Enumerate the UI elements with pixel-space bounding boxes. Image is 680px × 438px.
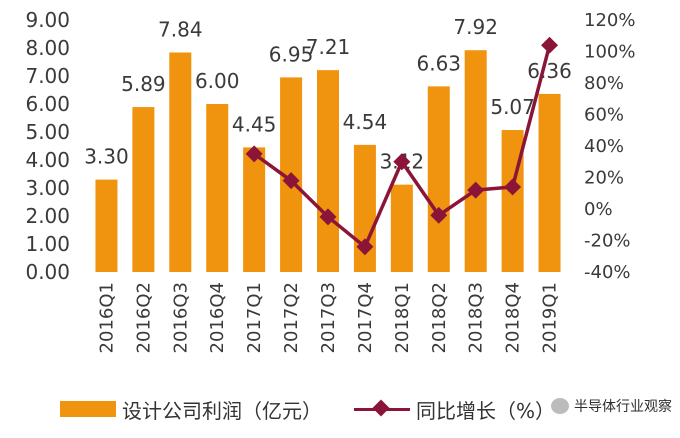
growth-point xyxy=(393,153,411,171)
legend: 设计公司利润（亿元） 同比增长（%） xyxy=(60,394,555,424)
category-label: 2017Q3 xyxy=(318,282,339,353)
legend-bar-swatch xyxy=(60,401,116,417)
category-label: 2016Q2 xyxy=(133,282,154,353)
category-label: 2016Q4 xyxy=(207,282,228,353)
left-axis-ticks: 0.00 1.00 2.00 3.00 4.00 5.00 6.00 7.00 8.00 9.00 xyxy=(25,8,70,284)
category-axis-labels: 2016Q1 2016Q2 2016Q3 2016Q4 2017Q1 2017Q2 2017… xyxy=(96,282,560,353)
left-tick-label: 1.00 xyxy=(25,232,70,256)
growth-point xyxy=(541,36,559,54)
category-label: 2017Q1 xyxy=(244,282,265,353)
legend-line-marker xyxy=(354,399,410,417)
right-tick-label: 0% xyxy=(584,199,613,220)
watermark-text: 半导体行业观察 xyxy=(574,399,672,415)
category-label: 2018Q4 xyxy=(503,282,524,353)
left-tick-label: 9.00 xyxy=(25,8,70,32)
category-label: 2018Q1 xyxy=(392,282,413,353)
bar-series xyxy=(95,50,561,273)
bar xyxy=(427,86,450,272)
bar-data-label: 6.95 xyxy=(269,42,314,66)
growth-line-series xyxy=(245,36,559,256)
right-tick-label: 120% xyxy=(584,10,635,31)
right-axis-ticks: -40% -20% 0% 20% 40% 60% 80% 100% 120% xyxy=(584,10,635,283)
right-tick-label: 60% xyxy=(584,105,624,126)
bar-data-label: 5.89 xyxy=(121,72,166,96)
right-tick-label: 40% xyxy=(584,136,624,157)
category-label: 2017Q4 xyxy=(355,282,376,353)
left-tick-label: 8.00 xyxy=(25,36,70,60)
bar-data-label: 7.21 xyxy=(306,35,351,59)
growth-point xyxy=(467,181,485,199)
bar xyxy=(169,52,192,273)
bar-data-label: 4.54 xyxy=(343,110,388,134)
growth-point xyxy=(282,172,300,190)
category-label: 2016Q1 xyxy=(96,282,117,353)
bar xyxy=(464,50,487,272)
bar xyxy=(95,179,118,272)
growth-point xyxy=(430,206,448,224)
right-tick-label: 20% xyxy=(584,168,624,189)
right-tick-label: 80% xyxy=(584,73,624,94)
left-tick-label: 5.00 xyxy=(25,120,70,144)
category-label: 2018Q3 xyxy=(466,282,487,353)
bar-data-label: 7.92 xyxy=(453,15,498,39)
right-tick-label: 100% xyxy=(584,42,635,63)
category-label: 2018Q2 xyxy=(429,282,450,353)
bar-data-label: 7.84 xyxy=(158,17,203,41)
bar xyxy=(132,107,155,272)
bar-data-label: 6.00 xyxy=(195,69,240,93)
bar xyxy=(317,70,339,273)
left-tick-label: 7.00 xyxy=(25,64,70,88)
category-label: 2019Q1 xyxy=(540,282,561,353)
bar xyxy=(243,147,266,272)
bar-data-label: 5.07 xyxy=(490,95,535,119)
left-tick-label: 2.00 xyxy=(25,204,70,228)
bar xyxy=(538,93,561,272)
right-tick-label: -20% xyxy=(584,231,631,252)
right-tick-label: -40% xyxy=(584,262,631,283)
bar-data-label: 4.45 xyxy=(232,112,277,136)
category-label: 2016Q3 xyxy=(170,282,191,353)
left-tick-label: 6.00 xyxy=(25,92,70,116)
watermark: 半导体行业观察 xyxy=(551,396,672,416)
bar-data-label: 6.63 xyxy=(417,51,462,75)
bar xyxy=(390,184,413,272)
growth-point xyxy=(356,238,374,256)
growth-point xyxy=(319,208,337,226)
left-tick-label: 4.00 xyxy=(25,148,70,172)
left-tick-label: 0.00 xyxy=(25,260,70,284)
bar-data-label: 3.30 xyxy=(84,145,129,169)
left-tick-label: 3.00 xyxy=(25,176,70,200)
growth-point xyxy=(245,145,263,163)
category-label: 2017Q2 xyxy=(281,282,302,353)
legend-bar-label: 设计公司利润（亿元） xyxy=(122,398,322,423)
legend-line-label: 同比增长（%） xyxy=(416,398,556,423)
wechat-icon xyxy=(551,398,569,414)
bar-data-label: 6.36 xyxy=(527,59,572,83)
bar xyxy=(206,104,229,272)
